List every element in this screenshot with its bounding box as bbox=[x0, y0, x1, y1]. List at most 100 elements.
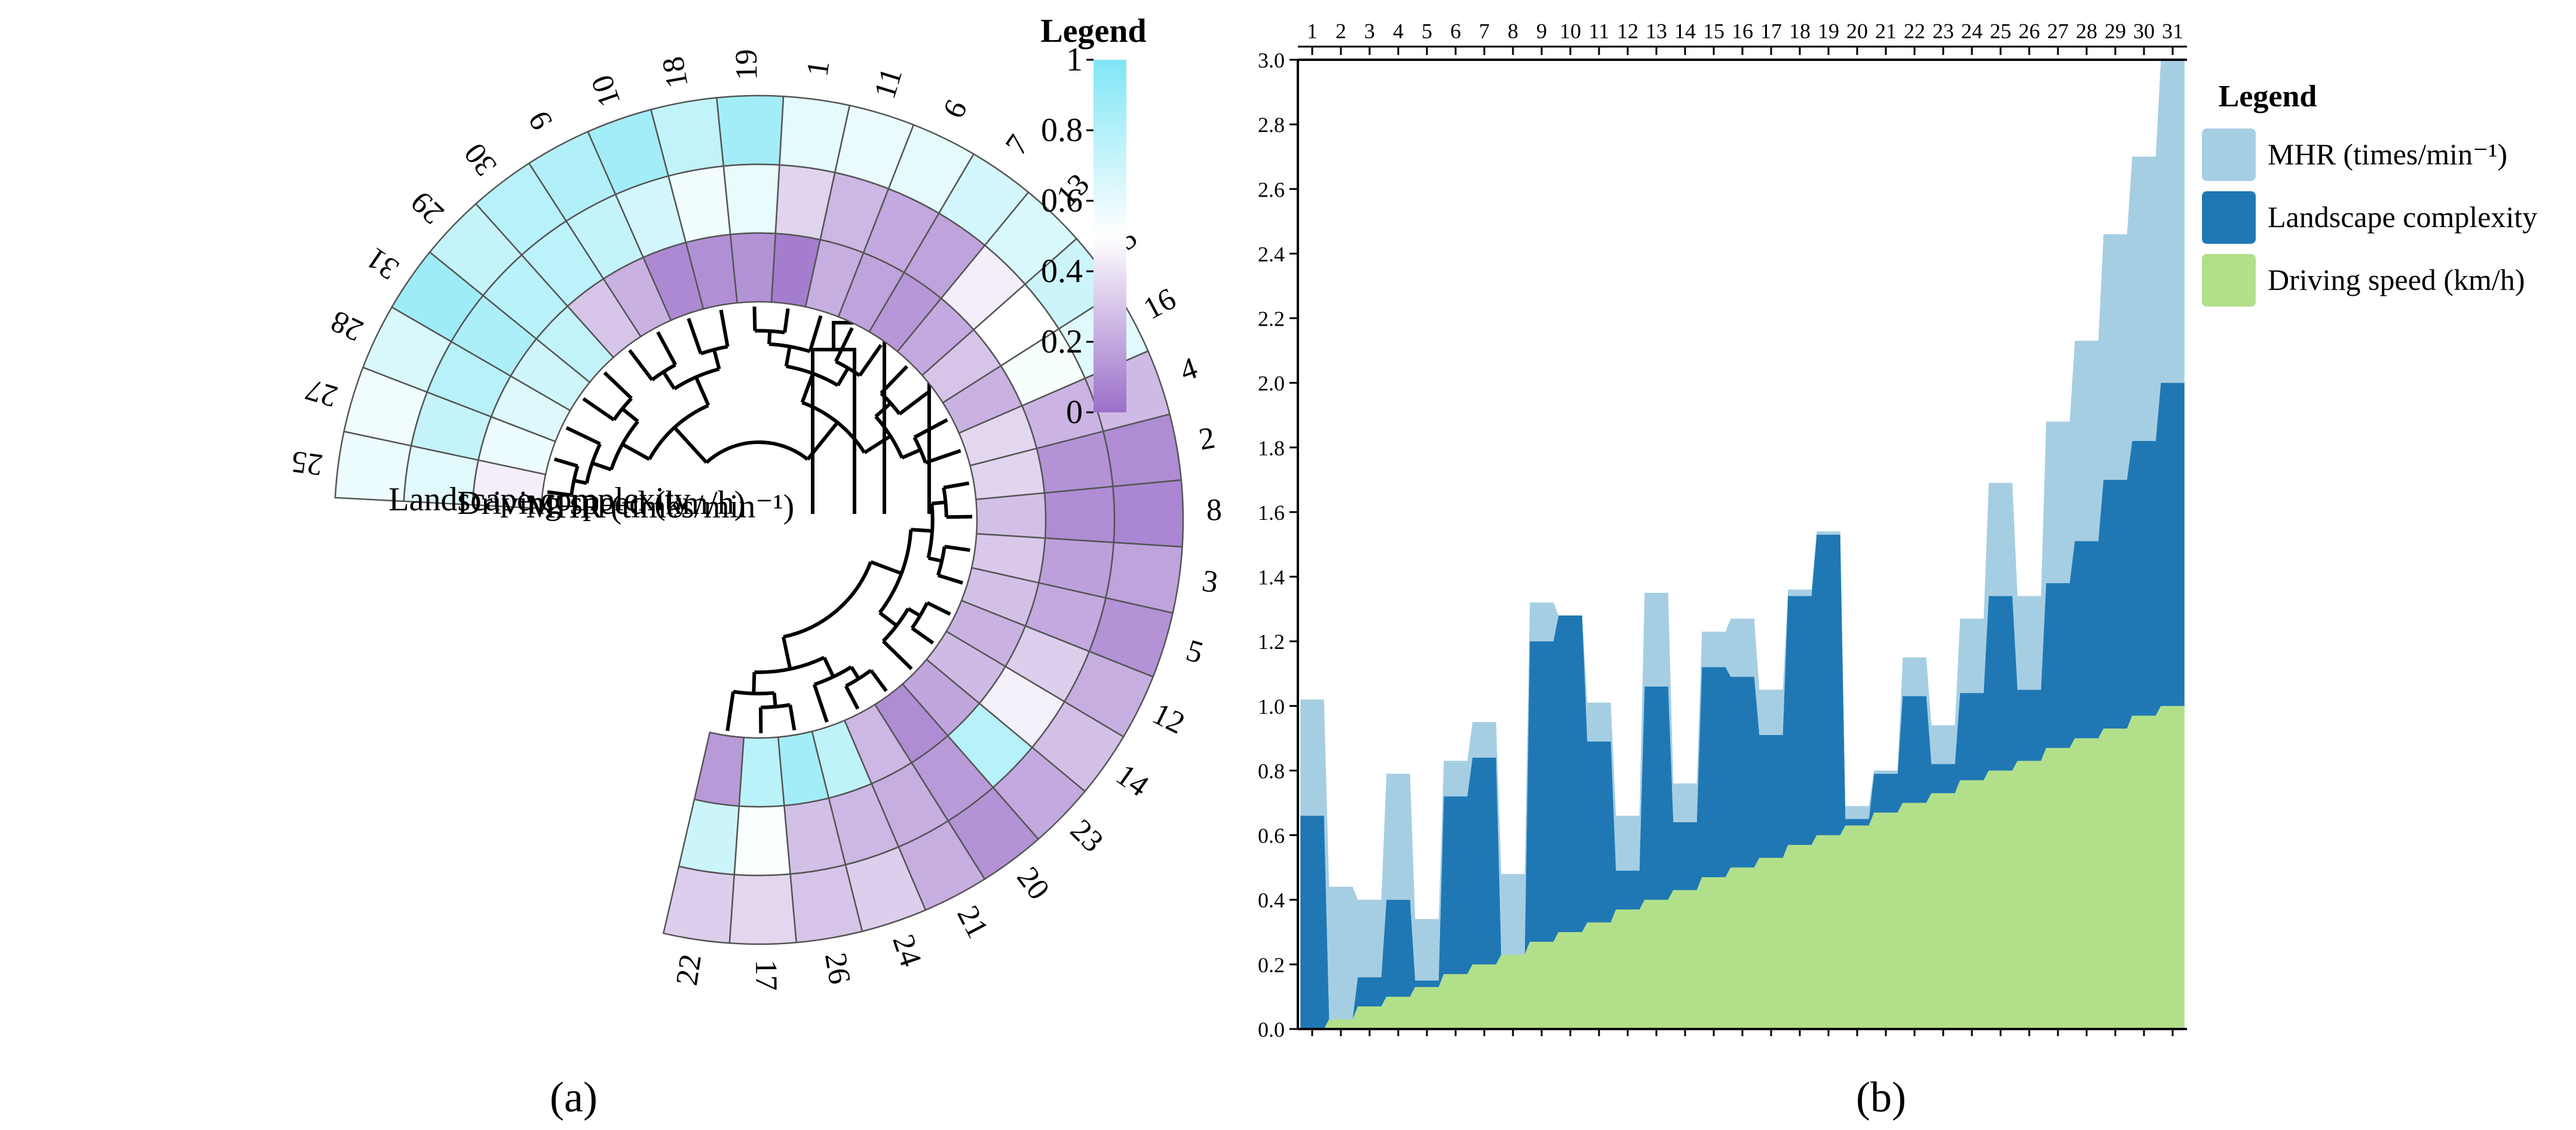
heatmap-cell-17-landscape bbox=[728, 873, 798, 945]
x-tick-label-24: 24 bbox=[1961, 19, 1983, 43]
x-tick-label-15: 15 bbox=[1703, 19, 1725, 43]
bar-20-landscape bbox=[1845, 819, 1869, 826]
y-tick-label: 1.4 bbox=[1258, 565, 1285, 589]
x-tick-label-26: 26 bbox=[2018, 19, 2040, 43]
bar-27-landscape bbox=[2046, 583, 2070, 748]
x-tick-label-22: 22 bbox=[1904, 19, 1925, 43]
bar-2-mhr bbox=[1329, 887, 1353, 1019]
sample-label-6: 6 bbox=[936, 94, 974, 123]
bar-17-mhr bbox=[1759, 690, 1783, 735]
sample-label-7: 7 bbox=[999, 129, 1036, 161]
sample-label-16: 16 bbox=[1138, 281, 1182, 326]
colorbar-legend: Legend 0 0.2 0.4 0.6 0.8 1 bbox=[1040, 13, 1146, 431]
stacked-area-plot bbox=[1300, 60, 2185, 1029]
bar-29-speed bbox=[2103, 728, 2127, 1029]
x-tick-label-23: 23 bbox=[1932, 19, 1954, 43]
bar-12-mhr bbox=[1616, 816, 1640, 871]
bar-25-speed bbox=[1989, 770, 2013, 1029]
colorbar-title: Legend bbox=[1040, 13, 1146, 50]
y-tick-label: 0.8 bbox=[1258, 759, 1285, 783]
y-tick-label: 3.0 bbox=[1258, 48, 1285, 72]
x-tick-label-1: 1 bbox=[1307, 19, 1318, 43]
bar-30-landscape bbox=[2132, 440, 2156, 716]
bar-6-speed bbox=[1444, 974, 1468, 1029]
x-tick-label-10: 10 bbox=[1560, 19, 1581, 43]
x-tick-label-16: 16 bbox=[1732, 19, 1753, 43]
bar-9-landscape bbox=[1530, 641, 1554, 942]
legend-title: Legend bbox=[2219, 79, 2317, 114]
x-tick-label-14: 14 bbox=[1674, 19, 1696, 43]
x-tick-label-28: 28 bbox=[2076, 19, 2097, 43]
bar-16-landscape bbox=[1730, 676, 1754, 868]
legend-swatch-speed bbox=[2202, 254, 2256, 307]
bar-25-mhr bbox=[1989, 483, 2013, 596]
y-tick-label: 0.2 bbox=[1258, 953, 1285, 977]
y-tick-label: 1.6 bbox=[1258, 501, 1285, 525]
y-tick-label: 1.2 bbox=[1258, 630, 1285, 654]
y-tick-label: 2.2 bbox=[1258, 307, 1285, 331]
bar-12-speed bbox=[1616, 909, 1640, 1029]
legend: Legend MHR (times/min⁻¹) Landscape complex… bbox=[2202, 79, 2537, 307]
bar-9-speed bbox=[1530, 942, 1554, 1029]
y-tick-label: 1.0 bbox=[1258, 694, 1285, 718]
bar-11-landscape bbox=[1587, 741, 1611, 923]
bar-14-mhr bbox=[1673, 783, 1697, 822]
legend-label-speed: Driving speed (km/h) bbox=[2268, 263, 2525, 296]
heatmap-cell-19-mhr bbox=[729, 232, 777, 304]
bar-9-mhr bbox=[1530, 602, 1554, 642]
bar-31-mhr bbox=[2161, 60, 2185, 383]
colorbar-tick: 0.4 bbox=[1041, 253, 1083, 290]
bar-7-mhr bbox=[1472, 722, 1496, 758]
x-tick-label-30: 30 bbox=[2133, 19, 2155, 43]
bar-31-speed bbox=[2161, 706, 2185, 1029]
x-tick-label-4: 4 bbox=[1393, 19, 1404, 43]
sample-label-8: 8 bbox=[1206, 493, 1222, 527]
bar-5-mhr bbox=[1415, 919, 1439, 981]
bar-13-mhr bbox=[1644, 593, 1668, 687]
sample-label-3: 3 bbox=[1200, 564, 1220, 600]
bar-22-landscape bbox=[1903, 696, 1926, 803]
x-tick-label-11: 11 bbox=[1589, 19, 1610, 43]
sample-label-21: 21 bbox=[950, 901, 995, 944]
heatmap-cell-22-speed bbox=[678, 798, 740, 875]
x-tick-label-9: 9 bbox=[1536, 19, 1547, 43]
x-tick-label-5: 5 bbox=[1422, 19, 1432, 43]
sample-label-24: 24 bbox=[886, 930, 928, 970]
sample-label-19: 19 bbox=[730, 49, 764, 81]
bar-15-landscape bbox=[1702, 667, 1726, 877]
bar-29-landscape bbox=[2103, 479, 2127, 729]
bar-3-landscape bbox=[1358, 977, 1382, 1007]
heatmap-cell-22-mhr bbox=[693, 731, 745, 807]
bar-28-mhr bbox=[2075, 341, 2099, 541]
x-tick-label-25: 25 bbox=[1990, 19, 2011, 43]
bar-26-mhr bbox=[2017, 596, 2041, 690]
bar-11-mhr bbox=[1587, 702, 1611, 742]
colorbar-tick: 0.8 bbox=[1041, 112, 1083, 149]
sample-label-12: 12 bbox=[1147, 697, 1190, 741]
y-tick-label: 2.8 bbox=[1258, 113, 1285, 137]
legend-swatch-landscape bbox=[2202, 191, 2256, 244]
bar-30-speed bbox=[2132, 715, 2156, 1029]
bar-23-landscape bbox=[1931, 764, 1955, 794]
colorbar-tick: 1 bbox=[1066, 41, 1083, 78]
x-tick-label-12: 12 bbox=[1617, 19, 1638, 43]
bar-1-landscape bbox=[1300, 816, 1324, 1029]
legend-swatch-mhr bbox=[2202, 128, 2256, 181]
bar-6-mhr bbox=[1444, 761, 1468, 797]
legend-label-landscape: Landscape complexity bbox=[2268, 200, 2537, 234]
sample-label-27: 27 bbox=[302, 372, 341, 414]
x-tick-label-31: 31 bbox=[2162, 19, 2183, 43]
bar-25-landscape bbox=[1989, 596, 2013, 771]
heatmap-cell-8-mhr bbox=[975, 492, 1047, 539]
bar-12-landscape bbox=[1616, 871, 1640, 909]
panel-a-circular-heatmap: 2527283129309101819111671315164283512142… bbox=[289, 13, 1222, 1121]
x-tick-label-3: 3 bbox=[1364, 19, 1375, 43]
x-tick-label-2: 2 bbox=[1336, 19, 1346, 43]
bar-28-speed bbox=[2075, 738, 2099, 1029]
x-tick-label-6: 6 bbox=[1450, 19, 1461, 43]
sample-label-9: 9 bbox=[522, 105, 560, 135]
bar-13-speed bbox=[1644, 899, 1668, 1029]
bar-4-speed bbox=[1386, 996, 1410, 1029]
